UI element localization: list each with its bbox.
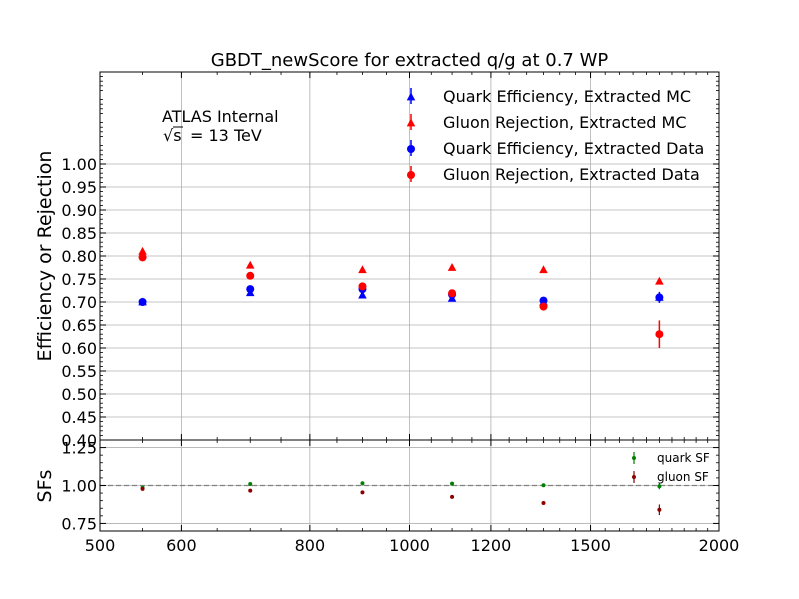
bottom-panel-marks — [140, 481, 662, 516]
top-panel-grid — [100, 72, 719, 440]
y-tick-label: 0.40 — [61, 431, 97, 450]
legend-label: Quark Efficiency, Extracted MC — [443, 87, 691, 106]
legend-entry: Gluon Rejection, Extracted MC — [406, 113, 687, 132]
data-point — [655, 293, 664, 302]
sf-series-1 — [140, 486, 662, 516]
legend-marker — [406, 118, 416, 127]
legend-entry: Quark Efficiency, Extracted MC — [406, 87, 691, 106]
x-tick-label: 800 — [295, 536, 326, 555]
x-tick-label: 600 — [166, 536, 197, 555]
top-panel-ticks: 0.40 0.45 0.50 0.55 0.60 0.65 0.70 0.75 0.80 0.85… — [61, 76, 719, 450]
legend-entry: Gluon Rejection, Extracted Data — [407, 165, 700, 184]
data-point — [655, 330, 664, 339]
data-point — [539, 265, 548, 274]
data-point — [450, 481, 455, 486]
data-point — [655, 276, 664, 285]
x-tick-label: 1000 — [389, 536, 430, 555]
atlas-label: ATLAS Internal — [162, 107, 279, 126]
legend-marker — [632, 456, 636, 460]
legend-marker — [406, 92, 416, 101]
legend-marker — [407, 171, 415, 179]
data-point — [248, 488, 253, 493]
bottom-panel-ticks: 0.75 1.00 1.25 — [61, 439, 719, 533]
data-point — [657, 484, 662, 489]
x-tick-label: 2000 — [699, 536, 740, 555]
y-tick-label: 0.75 — [61, 514, 97, 533]
data-point — [541, 483, 546, 488]
data-point — [245, 260, 255, 269]
y-tick-label: 1.25 — [61, 439, 97, 458]
chart-title: GBDT_newScore for extracted q/g at 0.7 W… — [211, 50, 609, 71]
legend-marker — [407, 145, 415, 153]
data-point — [246, 271, 255, 280]
y-tick-label: 0.65 — [61, 316, 97, 335]
y-tick-label: 0.95 — [61, 178, 97, 197]
y-tick-label: 0.80 — [61, 247, 97, 266]
legend-marker — [632, 475, 636, 479]
data-point — [360, 481, 365, 486]
data-point — [539, 296, 548, 305]
data-point — [248, 481, 253, 486]
y-tick-label: 0.75 — [61, 270, 97, 289]
top-legend: Quark Efficiency, Extracted MC Gluon Reje… — [406, 87, 704, 184]
data-point — [138, 253, 147, 262]
data-point — [450, 494, 455, 499]
energy-value: = 13 TeV — [190, 126, 262, 145]
y-tick-label: 0.85 — [61, 224, 97, 243]
legend-entry: gluon SF — [632, 470, 709, 484]
y-tick-label: 0.70 — [61, 293, 97, 312]
y-tick-label: 0.45 — [61, 408, 97, 427]
y-tick-label: 0.50 — [61, 385, 97, 404]
legend-entry: Quark Efficiency, Extracted Data — [407, 139, 704, 158]
legend-label: quark SF — [657, 451, 710, 465]
legend-label: Quark Efficiency, Extracted Data — [443, 139, 704, 158]
series-2 — [138, 285, 664, 306]
data-point — [138, 298, 147, 306]
data-point — [657, 507, 662, 512]
y-tick-label: 0.55 — [61, 362, 97, 381]
bottom-legend: quark SF gluon SF — [632, 451, 710, 484]
x-axis-ticks: 500 600 800 1000 1200 1500 2000 — [85, 72, 740, 555]
data-point — [541, 500, 546, 505]
sqrt-s-symbol: √s — [163, 126, 182, 145]
data-point — [358, 265, 367, 274]
data-point — [358, 290, 367, 299]
data-point — [140, 486, 145, 491]
legend-label: gluon SF — [657, 470, 709, 484]
data-point — [447, 263, 457, 271]
y-tick-label: 0.90 — [61, 201, 97, 220]
data-point — [448, 289, 457, 298]
data-point — [246, 285, 255, 294]
legend-entry: quark SF — [632, 451, 710, 465]
bottom-y-axis-label: SFs — [34, 470, 56, 503]
legend-label: Gluon Rejection, Extracted MC — [443, 113, 687, 132]
data-point — [360, 490, 365, 495]
series-0 — [138, 288, 664, 306]
sf-series-0 — [140, 481, 662, 490]
x-tick-label: 1500 — [570, 536, 611, 555]
y-tick-label: 1.00 — [61, 477, 97, 496]
y-tick-label: 1.00 — [61, 155, 97, 174]
series-1 — [138, 246, 664, 285]
y-tick-label: 0.60 — [61, 339, 97, 358]
x-tick-label: 500 — [85, 536, 116, 555]
x-tick-label: 1200 — [471, 536, 512, 555]
legend-label: Gluon Rejection, Extracted Data — [443, 165, 700, 184]
series-3 — [138, 253, 664, 348]
energy-label: √s = 13 TeV — [163, 126, 262, 145]
data-point — [539, 302, 548, 311]
top-panel-marks — [138, 246, 664, 348]
top-y-axis-label: Efficiency or Rejection — [34, 151, 56, 362]
data-point — [138, 246, 147, 255]
data-point — [358, 282, 367, 291]
